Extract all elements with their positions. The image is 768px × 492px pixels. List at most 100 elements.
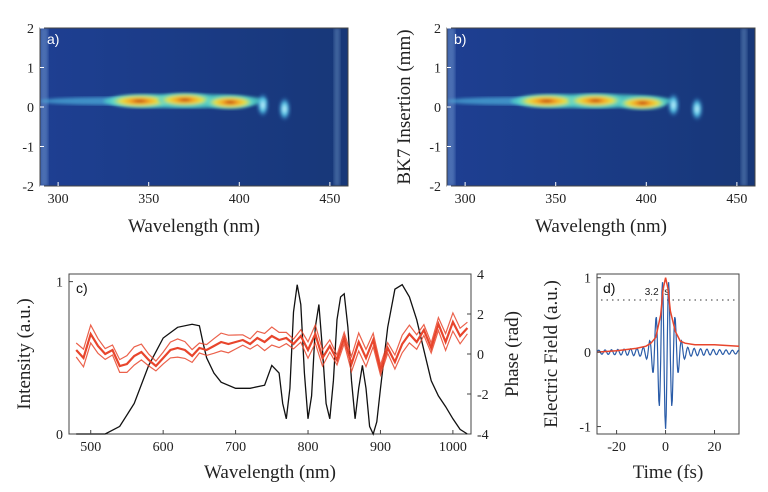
panel-b-fringe-streak [466,131,480,146]
panel-a-ytick-label: 1 [27,62,34,77]
panel-b-fringe-streak [491,47,507,58]
panel-b-fringe-streak [524,41,550,62]
panel-a-fringe-streak [219,138,242,162]
panel-b-fringe-streak [491,141,506,157]
panel-a-fringe-streak [303,184,320,186]
panel-b-ytick-label: 0 [434,101,441,116]
panel-a-xlabel: Wavelength (nm) [128,216,260,237]
panel-b-fringe-streak [652,142,671,153]
panel-b-fringe-streak [608,153,630,168]
panel-a-fringe-streak [113,130,140,143]
panel-b-fringe-streak [625,78,642,94]
panel-a-fringe-streak [148,178,167,186]
panel-b-spectral-peak [566,93,625,108]
panel-b-fringe-streak [554,39,573,52]
panel-b-fringe-streak [577,148,593,159]
panel-a-fringe-streak [268,121,280,130]
panel-b-fringe-streak [652,153,683,169]
panel-b-fringe-streak [726,179,752,186]
panel-b-fringe-streak [713,59,742,75]
panel-a-fringe-streak [249,41,260,50]
panel-b-fringe-streak [549,41,576,59]
panel-a-fringe-streak [324,140,337,150]
panel-a-spectral-peak [156,92,214,107]
panel-b-fringe-streak [662,132,673,143]
panel-d-ylabel: Electric Field (a.u.) [541,280,562,428]
panel-b-ytick-label: -1 [429,141,441,156]
panel-b-fringe-streak [517,149,540,171]
panel-b-fringe-streak [595,114,623,130]
panel-b-fringe-streak [690,37,708,52]
panel-b-fringe-streak [684,51,711,71]
panel-a-fringe-streak [254,179,286,186]
fwhm-annotation: 3.2 fs [645,287,669,298]
panel-b-fringe-streak [704,122,718,129]
panel-a-fringe-streak [91,183,109,186]
panel-b-fringe-streak [594,60,610,76]
panel-b-xtick-label: 300 [455,192,476,207]
panel-a-fringe-streak [168,182,180,186]
panel-b-fringe-streak [666,28,689,41]
panel-a-fringe-streak [141,167,164,181]
panel-a-fringe-streak [276,138,292,156]
panel-a-fringe-streak [211,51,233,74]
panel-b-axes: 300 350 400 450 2 1 0 -1 -2 [429,22,747,207]
panel-b-fringe-streak [704,137,736,156]
panel-b-fringe-streak [574,129,596,139]
panel-a-fringe-streak [186,28,201,36]
phase-line [75,319,469,375]
panel-a-fringe-streak [143,42,173,60]
panel-b-ytick-label: 1 [434,62,441,77]
panel-a-spectral-peak [204,95,256,110]
panel-a-spectral-peak [107,94,172,109]
panel-a-fringe-streak [293,149,308,158]
panel-c-ytick-right-label: 0 [477,348,484,363]
panel-a-fringe-streak [52,64,84,80]
panel-b-fringe-streak [696,136,712,154]
panel-c-xlabel: Wavelength (nm) [204,462,336,483]
panel-c-ytick-right-label: -4 [477,428,489,443]
panel-a-fringe-streak [270,153,296,170]
panel-a-fringe-streak [311,73,330,84]
panel-a-fringe-streak [90,135,108,147]
panel-b-fringe-streak [512,113,537,138]
panel-a-fringe-streak [163,150,182,169]
panel-c-xtick-label: 900 [370,440,391,455]
panel-c-ytick-label: 1 [56,276,63,291]
panel-a-fringe-streak [237,46,253,58]
panel-b-fringe-streak [474,136,497,152]
panel-a-fringe-streak [142,28,168,40]
panel-b-fringe-streak [572,66,599,79]
panel-a-fringe-streak [194,128,217,142]
panel-a-ytick-label: -2 [22,180,34,195]
panel-a-fringe-streak [123,36,149,50]
panel-a-fringe-streak [152,58,167,70]
panel-a-fringe-streak [319,120,334,130]
panel-a-fringe-streak [213,167,234,186]
panel-b-fringe-streak [486,155,510,172]
panel-c-xtick-label: 600 [153,440,174,455]
panel-a-fringe-streak [90,63,109,80]
panel-b-ytick-label: 2 [434,22,441,37]
panel-c-plot [75,283,469,436]
panel-a-fringe-streak [122,28,147,40]
panel-c-ylabel-right: Phase (rad) [502,311,523,397]
panel-b-fringe-streak [593,40,616,62]
panel-b-fringe-streak [576,67,601,83]
panel-a-fringe-streak [264,65,278,76]
panel-c-ylabel: Intensity (a.u.) [14,298,35,409]
panel-b-fringe-streak [542,144,556,153]
panel-a-fringe-streak [129,28,142,33]
panel-a-fringe-streak [177,159,202,172]
panel-b-fringe-streak [667,179,696,186]
panel-a-fringe-streak [62,74,90,89]
panel-b-fringe-streak [722,167,744,180]
panel-b-fringe-streak [562,152,590,171]
panel-b-fringes [447,28,755,186]
panel-b-spectral-peak [691,96,704,121]
panel-b-fringe-streak [508,42,533,68]
panel-b-fringe-streak [493,172,515,186]
panel-d-axes: -20 0 20 1 0 -1 [579,272,721,455]
panel-b-fringe-streak [457,33,486,51]
